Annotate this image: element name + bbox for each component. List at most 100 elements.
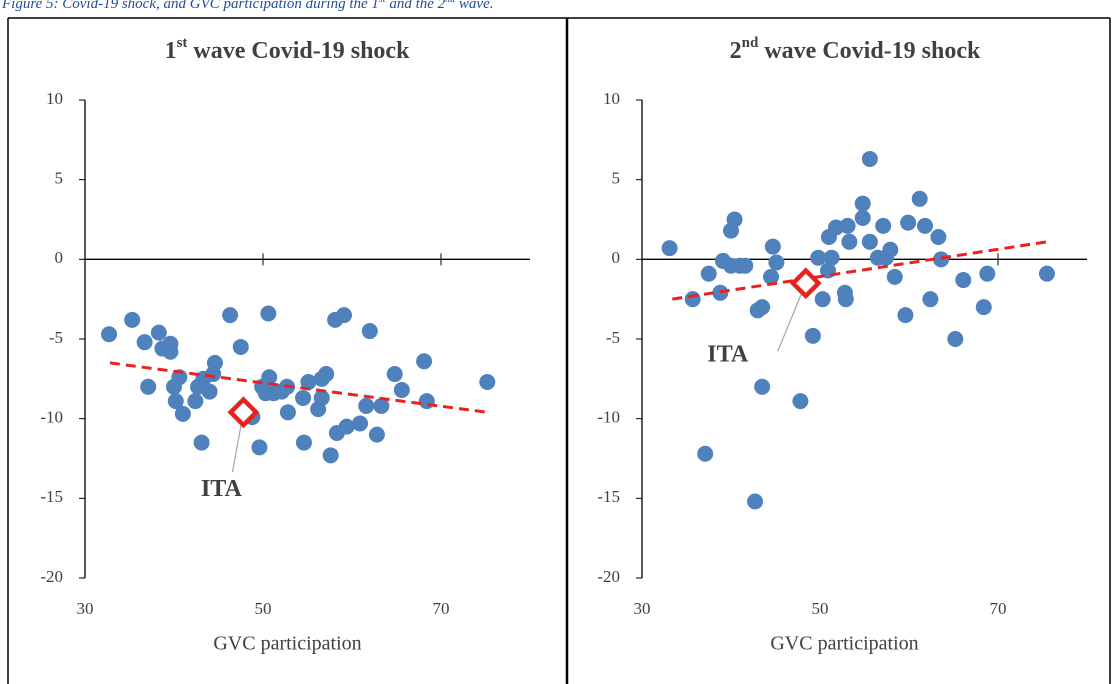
point: [232, 338, 249, 355]
point: [754, 299, 771, 316]
y-tick-label: 5: [55, 169, 64, 188]
point: [810, 249, 827, 266]
point: [295, 434, 312, 451]
point: [140, 378, 157, 395]
point: [886, 268, 903, 285]
point: [792, 393, 809, 410]
title-text: wave Covid-19 shock: [187, 38, 410, 64]
point: [975, 299, 992, 316]
point: [206, 354, 223, 371]
title-number: 2: [730, 38, 742, 64]
highlight-label: ITA: [707, 342, 749, 368]
y-tick-label: -15: [597, 487, 620, 506]
point: [823, 249, 840, 266]
highlight-marker: [789, 267, 822, 300]
point: [322, 447, 339, 464]
y-tick-label: -10: [597, 408, 620, 427]
point: [300, 374, 317, 391]
point: [875, 217, 892, 234]
point: [136, 334, 153, 351]
y-tick-label: -5: [606, 328, 620, 347]
caption: Figure 5: Covid-19 shock, and GVC partic…: [1, 0, 493, 12]
y-tick-label: -5: [49, 328, 63, 347]
x-tick-label: 30: [634, 599, 651, 618]
point: [318, 366, 335, 383]
point: [917, 217, 934, 234]
caption-part: Figure 5: Covid-19 shock, and GVC partic…: [1, 0, 379, 12]
point: [193, 434, 210, 451]
point: [754, 378, 771, 395]
point: [837, 291, 854, 308]
title-ordinal: st: [177, 35, 188, 51]
point: [861, 150, 878, 167]
point: [393, 381, 410, 398]
point: [726, 211, 743, 228]
x-tick-label: 30: [77, 599, 94, 618]
point: [882, 241, 899, 258]
panel-borders: [7, 17, 1111, 684]
point: [911, 190, 928, 207]
point: [187, 393, 204, 410]
point: [955, 272, 972, 289]
point: [251, 439, 268, 456]
point: [841, 233, 858, 250]
point: [386, 366, 403, 383]
point: [979, 265, 996, 282]
y-tick-label: 0: [55, 248, 64, 267]
chart-title: 2nd wave Covid-19 shock: [730, 35, 981, 63]
point: [162, 343, 179, 360]
point: [661, 240, 678, 257]
point: [260, 305, 277, 322]
point: [747, 493, 764, 510]
point: [150, 324, 167, 341]
point: [418, 393, 435, 410]
leader-line: [777, 283, 807, 352]
title-number: 1: [165, 38, 177, 64]
point: [897, 307, 914, 324]
y-tick-label: 10: [46, 89, 63, 108]
point: [368, 426, 385, 443]
point: [361, 323, 378, 340]
x-tick-label: 50: [255, 599, 272, 618]
point: [737, 257, 754, 274]
caption-part: wave.: [455, 0, 493, 12]
caption-part: nd: [445, 0, 456, 5]
point: [171, 369, 188, 386]
point: [222, 307, 239, 324]
highlight-marker: [227, 396, 260, 429]
point: [933, 251, 950, 268]
point: [768, 254, 785, 271]
title-text: wave Covid-19 shock: [758, 38, 981, 64]
point: [416, 353, 433, 370]
x-axis-label: GVC participation: [213, 633, 361, 655]
caption-part: and the 2: [386, 0, 446, 12]
point: [201, 383, 218, 400]
point: [101, 326, 118, 343]
point: [373, 397, 390, 414]
point: [358, 397, 375, 414]
point: [804, 327, 821, 344]
y-tick-label: -15: [40, 487, 63, 506]
point: [479, 374, 496, 391]
point: [922, 291, 939, 308]
point: [352, 415, 369, 432]
x-tick-label: 50: [812, 599, 829, 618]
y-tick-label: -20: [597, 567, 620, 586]
point: [124, 311, 141, 328]
y-tick-label: 10: [603, 89, 620, 108]
x-axis-label: GVC participation: [770, 633, 918, 655]
x-tick-label: 70: [433, 599, 450, 618]
title-ordinal: nd: [742, 35, 759, 51]
point: [930, 229, 947, 246]
y-tick-label: 5: [612, 169, 621, 188]
point: [947, 331, 964, 347]
point: [764, 238, 781, 255]
point: [900, 214, 917, 231]
point: [700, 265, 717, 282]
point: [261, 369, 278, 386]
highlight-label: ITA: [201, 476, 243, 502]
point: [1038, 265, 1055, 282]
chart-title: 1st wave Covid-19 shock: [165, 35, 411, 63]
caption-part: st: [379, 0, 386, 5]
point: [174, 405, 191, 422]
